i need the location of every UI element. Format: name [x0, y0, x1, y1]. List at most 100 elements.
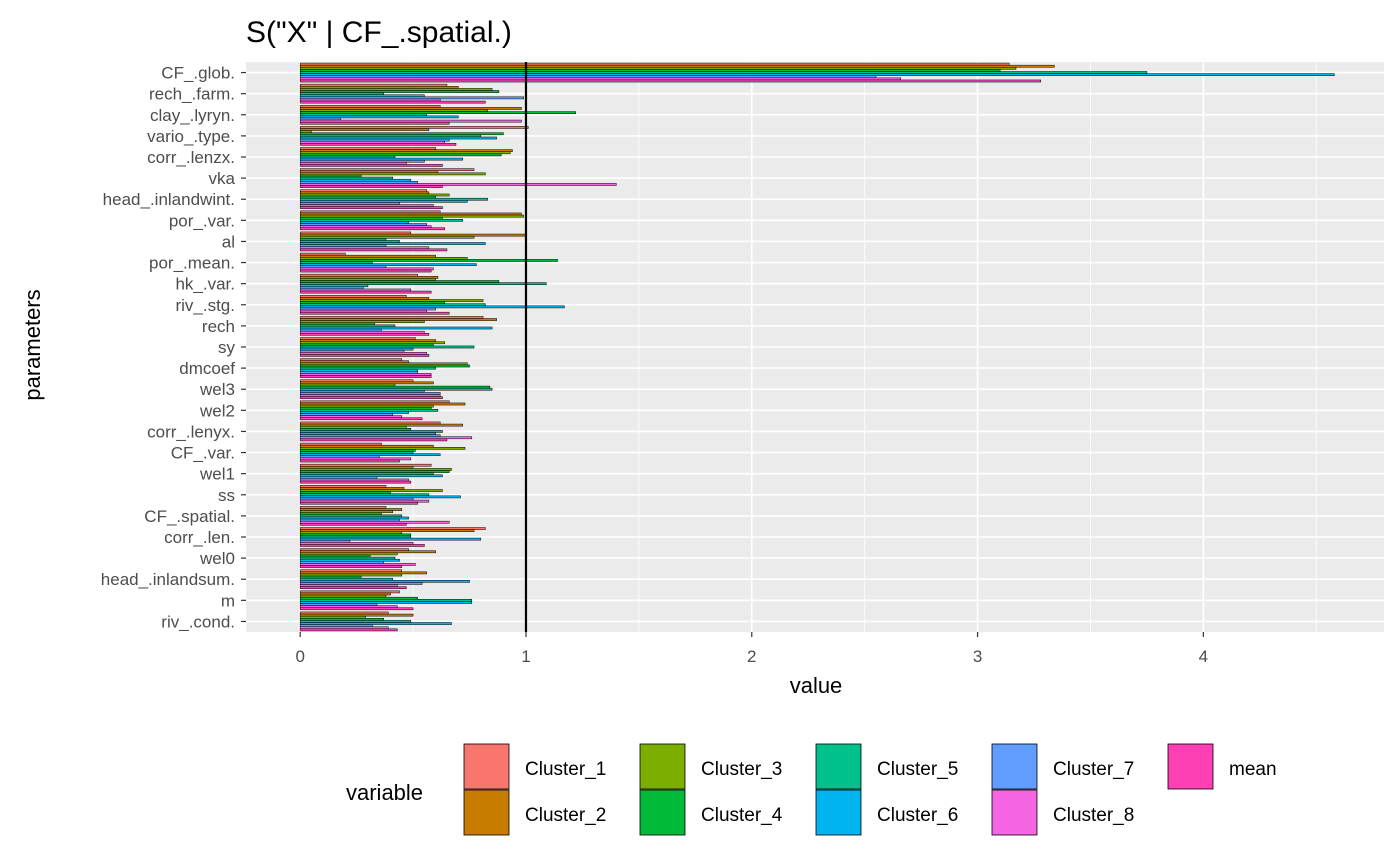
bar-Cluster_1-sy — [299, 337, 416, 340]
y-tick-label: por_.var. — [169, 211, 235, 230]
bar-Cluster_1-rech_.farm. — [299, 83, 448, 87]
legend-title: variable — [346, 780, 423, 805]
bar-Cluster_2-wel3 — [299, 381, 434, 385]
bar-Cluster_8-corr_.lenzx. — [299, 162, 407, 165]
y-tick-label: dmcoef — [179, 359, 235, 378]
bar-Cluster_1-CF_.var. — [299, 442, 382, 446]
bar-Cluster_8-corr_.lenyx. — [299, 436, 473, 440]
legend-swatch — [639, 743, 686, 790]
bar-Cluster_6-wel0 — [299, 558, 400, 562]
legend-swatch — [815, 743, 862, 790]
bar-Cluster_1-al — [299, 231, 412, 235]
bar-Cluster_6-wel1 — [299, 474, 443, 478]
legend-swatch — [991, 743, 1038, 790]
bar-Cluster_5-CF_.var. — [299, 451, 414, 454]
bar-Cluster_7-al — [299, 244, 387, 247]
bar-Cluster_5-wel0 — [299, 556, 396, 560]
bar-Cluster_7-wel1 — [299, 476, 378, 480]
bar-Cluster_6-CF_.var. — [299, 453, 441, 456]
x-tick-label: 4 — [1199, 647, 1208, 666]
bar-Cluster_3-corr_.lenyx. — [299, 425, 407, 429]
bar-Cluster_8-rech_.farm. — [299, 98, 441, 102]
bar-Cluster_5-corr_.lenzx. — [299, 155, 396, 159]
bar-Cluster_2-m — [299, 592, 391, 596]
y-tick-label: al — [222, 232, 235, 251]
bar-Cluster_7-wel0 — [299, 561, 384, 564]
bar-marks — [299, 62, 1335, 632]
y-tick-label: m — [221, 591, 235, 610]
legend-label: Cluster_5 — [877, 759, 958, 780]
bar-mean-ss — [299, 501, 418, 505]
bar-Cluster_3-wel3 — [299, 383, 396, 387]
bar-Cluster_4-head_.inlandwint. — [299, 195, 436, 199]
legend-swatch — [1167, 743, 1214, 790]
bar-Cluster_4-CF_.glob. — [299, 69, 1001, 72]
bar-Cluster_3-por_.mean. — [299, 257, 468, 260]
bar-Cluster_2-corr_.lenyx. — [299, 423, 464, 427]
x-tick-label: 2 — [747, 647, 756, 666]
bar-Cluster_6-vario_.type. — [299, 136, 497, 140]
bar-Cluster_6-vka — [299, 178, 412, 182]
bar-Cluster_5-vario_.type. — [299, 134, 482, 138]
bar-Cluster_2-vario_.type. — [299, 128, 430, 131]
bar-Cluster_6-CF_.glob. — [299, 73, 1335, 76]
bar-Cluster_7-por_.var. — [299, 223, 427, 226]
y-tick-label: rech — [202, 317, 235, 336]
bar-mean-CF_.var. — [299, 459, 400, 463]
bar-Cluster_2-riv_.stg. — [299, 297, 430, 300]
bar-Cluster_3-clay_.lyryn. — [299, 109, 488, 112]
bar-mean-CF_.glob. — [299, 79, 1042, 83]
bar-Cluster_1-ss — [299, 485, 387, 488]
bar-Cluster_8-por_.var. — [299, 225, 432, 228]
bar-mean-sy — [299, 354, 430, 357]
bar-Cluster_5-m — [299, 599, 473, 602]
y-tick-label: sy — [218, 338, 236, 357]
bar-mean-head_.inlandsum. — [299, 586, 407, 589]
y-tick-label: riv_.stg. — [175, 296, 235, 315]
bar-Cluster_7-hk_.var. — [299, 286, 364, 290]
bar-mean-por_.mean. — [299, 269, 432, 273]
bar-Cluster_2-CF_.spatial. — [299, 508, 403, 511]
bar-Cluster_3-head_.inlandwint. — [299, 193, 450, 197]
bar-Cluster_8-head_.inlandsum. — [299, 584, 398, 587]
bar-Cluster_4-rech_.farm. — [299, 90, 500, 93]
bar-Cluster_2-head_.inlandsum. — [299, 571, 427, 575]
bar-Cluster_3-rech — [299, 320, 425, 323]
bar-Cluster_5-corr_.len. — [299, 535, 412, 539]
x-tick-label: 0 — [295, 647, 304, 666]
bar-Cluster_3-CF_.spatial. — [299, 510, 394, 513]
bar-Cluster_5-head_.inlandwint. — [299, 197, 488, 201]
bar-Cluster_8-ss — [299, 499, 430, 503]
y-tick-label: wel1 — [199, 465, 235, 484]
bar-Cluster_1-m — [299, 590, 400, 594]
bar-Cluster_8-CF_.spatial. — [299, 520, 450, 524]
bar-Cluster_8-por_.mean. — [299, 267, 434, 271]
bar-Cluster_2-ss — [299, 487, 405, 490]
bar-Cluster_1-CF_.spatial. — [299, 506, 387, 509]
bar-Cluster_3-wel2 — [299, 404, 434, 408]
bar-Cluster_2-vka — [299, 170, 439, 174]
bar-Cluster_1-wel3 — [299, 379, 414, 383]
y-tick-label: CF_.glob. — [161, 64, 235, 83]
bar-Cluster_2-wel2 — [299, 402, 466, 406]
y-tick-label: corr_.len. — [164, 528, 235, 547]
bar-mean-CF_.spatial. — [299, 523, 407, 526]
bar-mean-vka — [299, 185, 443, 188]
bar-Cluster_5-rech — [299, 324, 396, 328]
bar-Cluster_4-wel3 — [299, 385, 491, 389]
legend-label: Cluster_8 — [1053, 805, 1134, 826]
bar-Cluster_7-riv_.cond. — [299, 624, 373, 627]
bar-mean-hk_.var. — [299, 290, 432, 294]
legend: variable Cluster_1 Cluster_2 Cluster_3 Clus… — [346, 743, 1277, 836]
x-tick-labels: 0 1 2 3 4 — [295, 632, 1208, 666]
bar-Cluster_5-rech_.farm. — [299, 92, 384, 95]
bar-Cluster_2-riv_.cond. — [299, 613, 414, 617]
y-tick-label: ss — [218, 486, 235, 505]
bar-Cluster_8-wel3 — [299, 394, 441, 397]
bar-Cluster_8-wel1 — [299, 478, 409, 482]
bar-Cluster_6-por_.mean. — [299, 263, 477, 266]
bar-Cluster_3-hk_.var. — [299, 278, 436, 281]
bar-Cluster_4-hk_.var. — [299, 280, 500, 283]
bar-Cluster_8-corr_.len. — [299, 542, 414, 545]
